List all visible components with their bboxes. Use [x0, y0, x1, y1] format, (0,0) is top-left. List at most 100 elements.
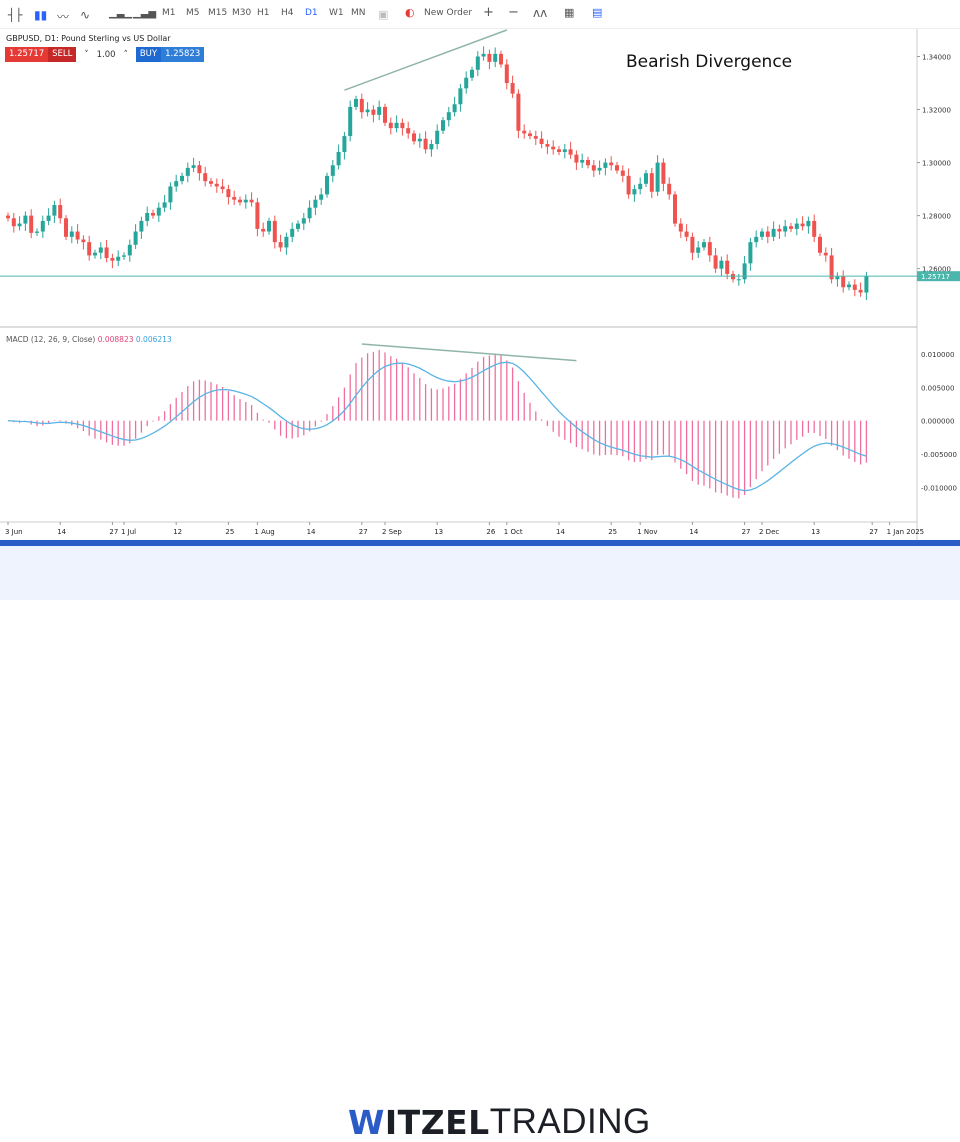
- candle: [81, 235, 86, 250]
- buy-button[interactable]: BUY 1.25823: [135, 47, 205, 62]
- candle: [371, 105, 376, 123]
- time-tick-label: 13: [434, 528, 443, 536]
- candle-body: [847, 284, 851, 288]
- timeframe-m30[interactable]: M30: [232, 8, 252, 18]
- candle-body: [748, 242, 753, 264]
- candle-body: [122, 255, 126, 257]
- candle-body: [330, 165, 335, 176]
- macd-tick-label: 0.000000: [921, 418, 954, 426]
- candle: [829, 247, 834, 284]
- candle: [586, 156, 590, 169]
- volume-icon[interactable]: ▁▃▁: [109, 8, 133, 19]
- candle: [574, 150, 579, 171]
- candle: [417, 133, 422, 148]
- candle-body: [87, 242, 92, 256]
- candlestick-icon[interactable]: ▮▮: [34, 8, 48, 22]
- candle-body: [278, 242, 283, 248]
- line-chart-icon[interactable]: 〰: [57, 10, 70, 24]
- candle-body: [220, 186, 225, 190]
- candle-body: [667, 183, 672, 195]
- annotation-text: Bearish Divergence: [626, 52, 793, 72]
- candle-body: [458, 88, 463, 105]
- candle-body: [377, 106, 382, 115]
- tick-volume-icon[interactable]: ▁▃▅: [133, 8, 157, 19]
- calendar-icon[interactable]: ▦: [564, 6, 575, 19]
- candle-body: [383, 106, 387, 123]
- candle: [151, 209, 155, 219]
- candle: [696, 241, 701, 259]
- candle: [597, 160, 602, 175]
- candle-body: [388, 122, 393, 129]
- candle: [412, 130, 416, 145]
- time-tick-label: 14: [307, 528, 316, 536]
- price-chart[interactable]: 1.34000 1.32000 1.30000 1.28000 1.26000 0.010…: [0, 0, 960, 540]
- bar-chart-icon[interactable]: ┤├: [8, 8, 23, 22]
- chevron-up-icon[interactable]: ˄: [123, 49, 128, 60]
- candle-body: [464, 77, 469, 89]
- candle: [794, 218, 799, 236]
- symbol-info: GBPUSD, D1: Pound Sterling vs US Dollar: [6, 34, 171, 43]
- time-tick-label: 27: [742, 528, 751, 536]
- quantity-stepper[interactable]: ˅ 1.00 ˄: [76, 47, 135, 62]
- candle: [818, 233, 822, 256]
- candle: [249, 192, 254, 207]
- candle-body: [858, 289, 863, 293]
- candle-body: [342, 136, 347, 152]
- area-chart-icon[interactable]: ∿: [80, 8, 91, 22]
- candle-body: [603, 162, 608, 168]
- candle-body: [586, 159, 590, 166]
- candle-body: [400, 122, 405, 129]
- timeframe-h4[interactable]: H4: [281, 8, 294, 18]
- candle: [620, 165, 625, 183]
- candle: [684, 224, 689, 242]
- zoom-in-button[interactable]: +: [483, 5, 494, 20]
- candle: [35, 228, 39, 237]
- candle-body: [441, 120, 445, 131]
- quantity-value[interactable]: 1.00: [96, 49, 116, 60]
- candle: [98, 242, 103, 260]
- candle-body: [829, 255, 834, 280]
- candle-body: [777, 228, 782, 232]
- chevron-down-icon[interactable]: ˅: [84, 49, 89, 60]
- candle-body: [597, 167, 602, 171]
- candle: [673, 191, 677, 227]
- candle: [533, 130, 538, 146]
- logo-bold: ITZEL: [384, 1102, 490, 1142]
- timeframe-m1[interactable]: M1: [162, 8, 176, 18]
- sell-button[interactable]: 1.25717 SELL: [5, 47, 77, 62]
- timeframe-m15[interactable]: M15: [208, 8, 228, 18]
- candle: [557, 146, 561, 156]
- templates-icon[interactable]: ▤: [592, 6, 603, 19]
- candle: [17, 216, 22, 231]
- candle-body: [249, 199, 254, 203]
- candle-body: [75, 231, 80, 240]
- candle: [551, 140, 556, 155]
- one-click-icon[interactable]: ▣: [378, 8, 389, 21]
- candle: [11, 212, 16, 233]
- candle-body: [638, 183, 643, 190]
- time-tick-label: 14: [689, 528, 698, 536]
- candle: [197, 160, 202, 181]
- candle: [64, 215, 68, 241]
- timeframe-w1[interactable]: W1: [329, 8, 344, 18]
- timeframe-m5[interactable]: M5: [186, 8, 200, 18]
- candle-body: [528, 133, 532, 137]
- candle-body: [191, 165, 196, 168]
- new-order-icon[interactable]: ◐: [405, 6, 415, 19]
- candle: [336, 144, 341, 170]
- candle: [220, 179, 225, 194]
- candle: [383, 103, 387, 126]
- candle: [301, 212, 306, 230]
- timeframe-h1[interactable]: H1: [257, 8, 270, 18]
- candle: [458, 84, 463, 112]
- timeframe-mn[interactable]: MN: [351, 8, 366, 18]
- timeframe-d1[interactable]: D1: [305, 8, 318, 18]
- candle: [388, 117, 393, 135]
- candle-body: [719, 260, 724, 269]
- indicators-icon[interactable]: ʌʌ: [533, 6, 548, 20]
- candle: [615, 162, 619, 174]
- candle: [702, 238, 706, 251]
- new-order-button[interactable]: New Order: [424, 8, 473, 18]
- candle: [655, 155, 660, 197]
- zoom-out-button[interactable]: −: [508, 5, 519, 20]
